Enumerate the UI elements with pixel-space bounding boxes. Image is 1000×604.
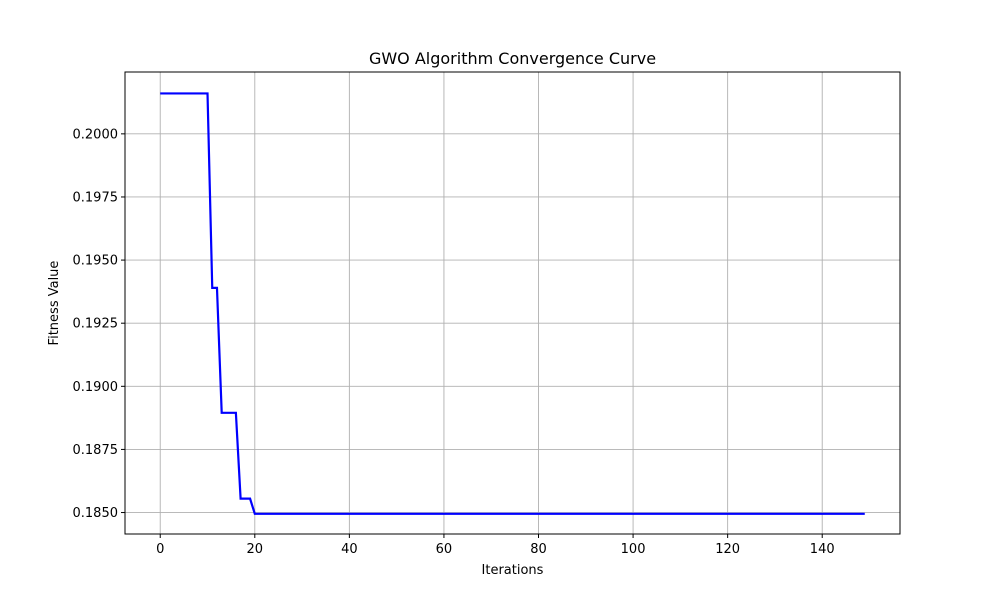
y-tick-label: 0.1875 xyxy=(73,443,119,458)
y-tick-label: 0.2000 xyxy=(73,127,119,142)
series-layer xyxy=(160,92,865,515)
y-tick-label: 0.1900 xyxy=(73,380,119,395)
x-tick-label: 60 xyxy=(436,542,453,557)
plot-area xyxy=(125,72,900,534)
x-tick-label: 80 xyxy=(530,542,547,557)
y-tick-label: 0.1925 xyxy=(73,317,119,332)
axis-ticks: 0 20 40 60 80 100 120 140 0.1850 0.1875 0.1900 0.19… xyxy=(73,127,835,557)
x-axis-label: Iterations xyxy=(482,563,544,578)
chart-title: GWO Algorithm Convergence Curve xyxy=(369,49,656,68)
x-tick-label: 120 xyxy=(715,542,740,557)
x-tick-label: 140 xyxy=(810,542,835,557)
fitness-line xyxy=(160,92,865,515)
x-tick-label: 20 xyxy=(247,542,264,557)
y-tick-label: 0.1850 xyxy=(73,506,119,521)
x-tick-label: 40 xyxy=(341,542,358,557)
x-tick-label: 0 xyxy=(156,542,164,557)
y-tick-label: 0.1950 xyxy=(73,254,119,269)
plot-frame xyxy=(124,71,901,535)
y-axis-label: Fitness Value xyxy=(47,261,62,346)
y-tick-label: 0.1975 xyxy=(73,190,119,205)
x-tick-label: 100 xyxy=(621,542,646,557)
